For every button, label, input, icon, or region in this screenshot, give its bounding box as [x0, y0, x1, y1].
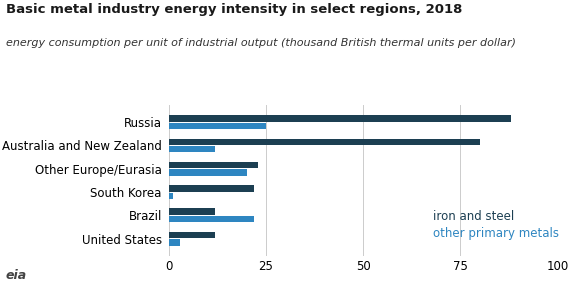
Bar — [169, 216, 255, 222]
Bar — [169, 208, 216, 215]
Bar — [169, 115, 511, 122]
Text: iron and steel: iron and steel — [433, 210, 514, 223]
Bar — [169, 185, 255, 191]
Bar — [169, 139, 480, 145]
Text: eia: eia — [6, 269, 27, 282]
Text: other primary metals: other primary metals — [433, 227, 559, 240]
Text: energy consumption per unit of industrial output (thousand British thermal units: energy consumption per unit of industria… — [6, 38, 516, 48]
Text: Basic metal industry energy intensity in select regions, 2018: Basic metal industry energy intensity in… — [6, 3, 462, 16]
Bar — [169, 239, 180, 246]
Bar — [169, 193, 173, 199]
Bar — [169, 123, 266, 129]
Bar — [169, 162, 258, 168]
Bar — [169, 146, 216, 152]
Bar — [169, 232, 216, 238]
Bar — [169, 169, 247, 176]
